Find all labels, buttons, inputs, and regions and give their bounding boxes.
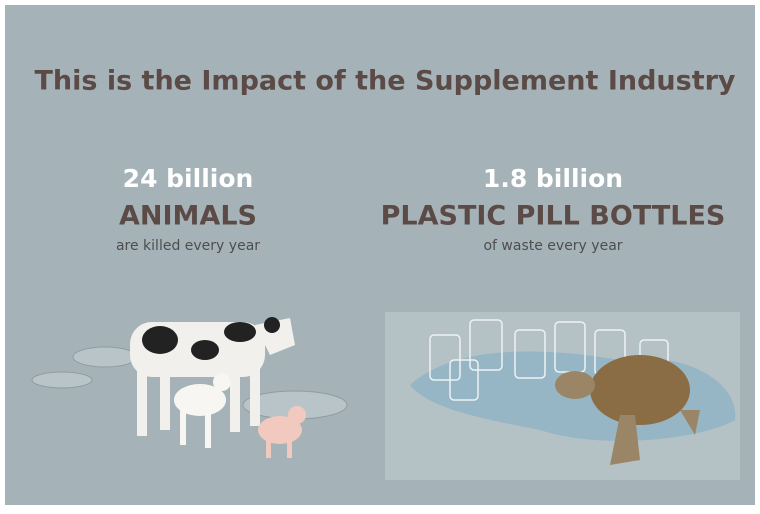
stat-number: 24 billion [123, 164, 254, 193]
stat-number: 1.8 billion [483, 164, 623, 193]
bottles-illustration [385, 312, 740, 480]
title: This is the Impact of the Supplement Ind… [34, 66, 735, 97]
stat-label: PLASTIC PILL BOTTLES [381, 201, 726, 232]
stat-caption: of waste every year [483, 238, 622, 254]
stat-caption: are killed every year [116, 238, 260, 254]
infographic: This is the Impact of the Supplement Ind… [0, 0, 760, 510]
stat-label: ANIMALS [119, 201, 257, 232]
